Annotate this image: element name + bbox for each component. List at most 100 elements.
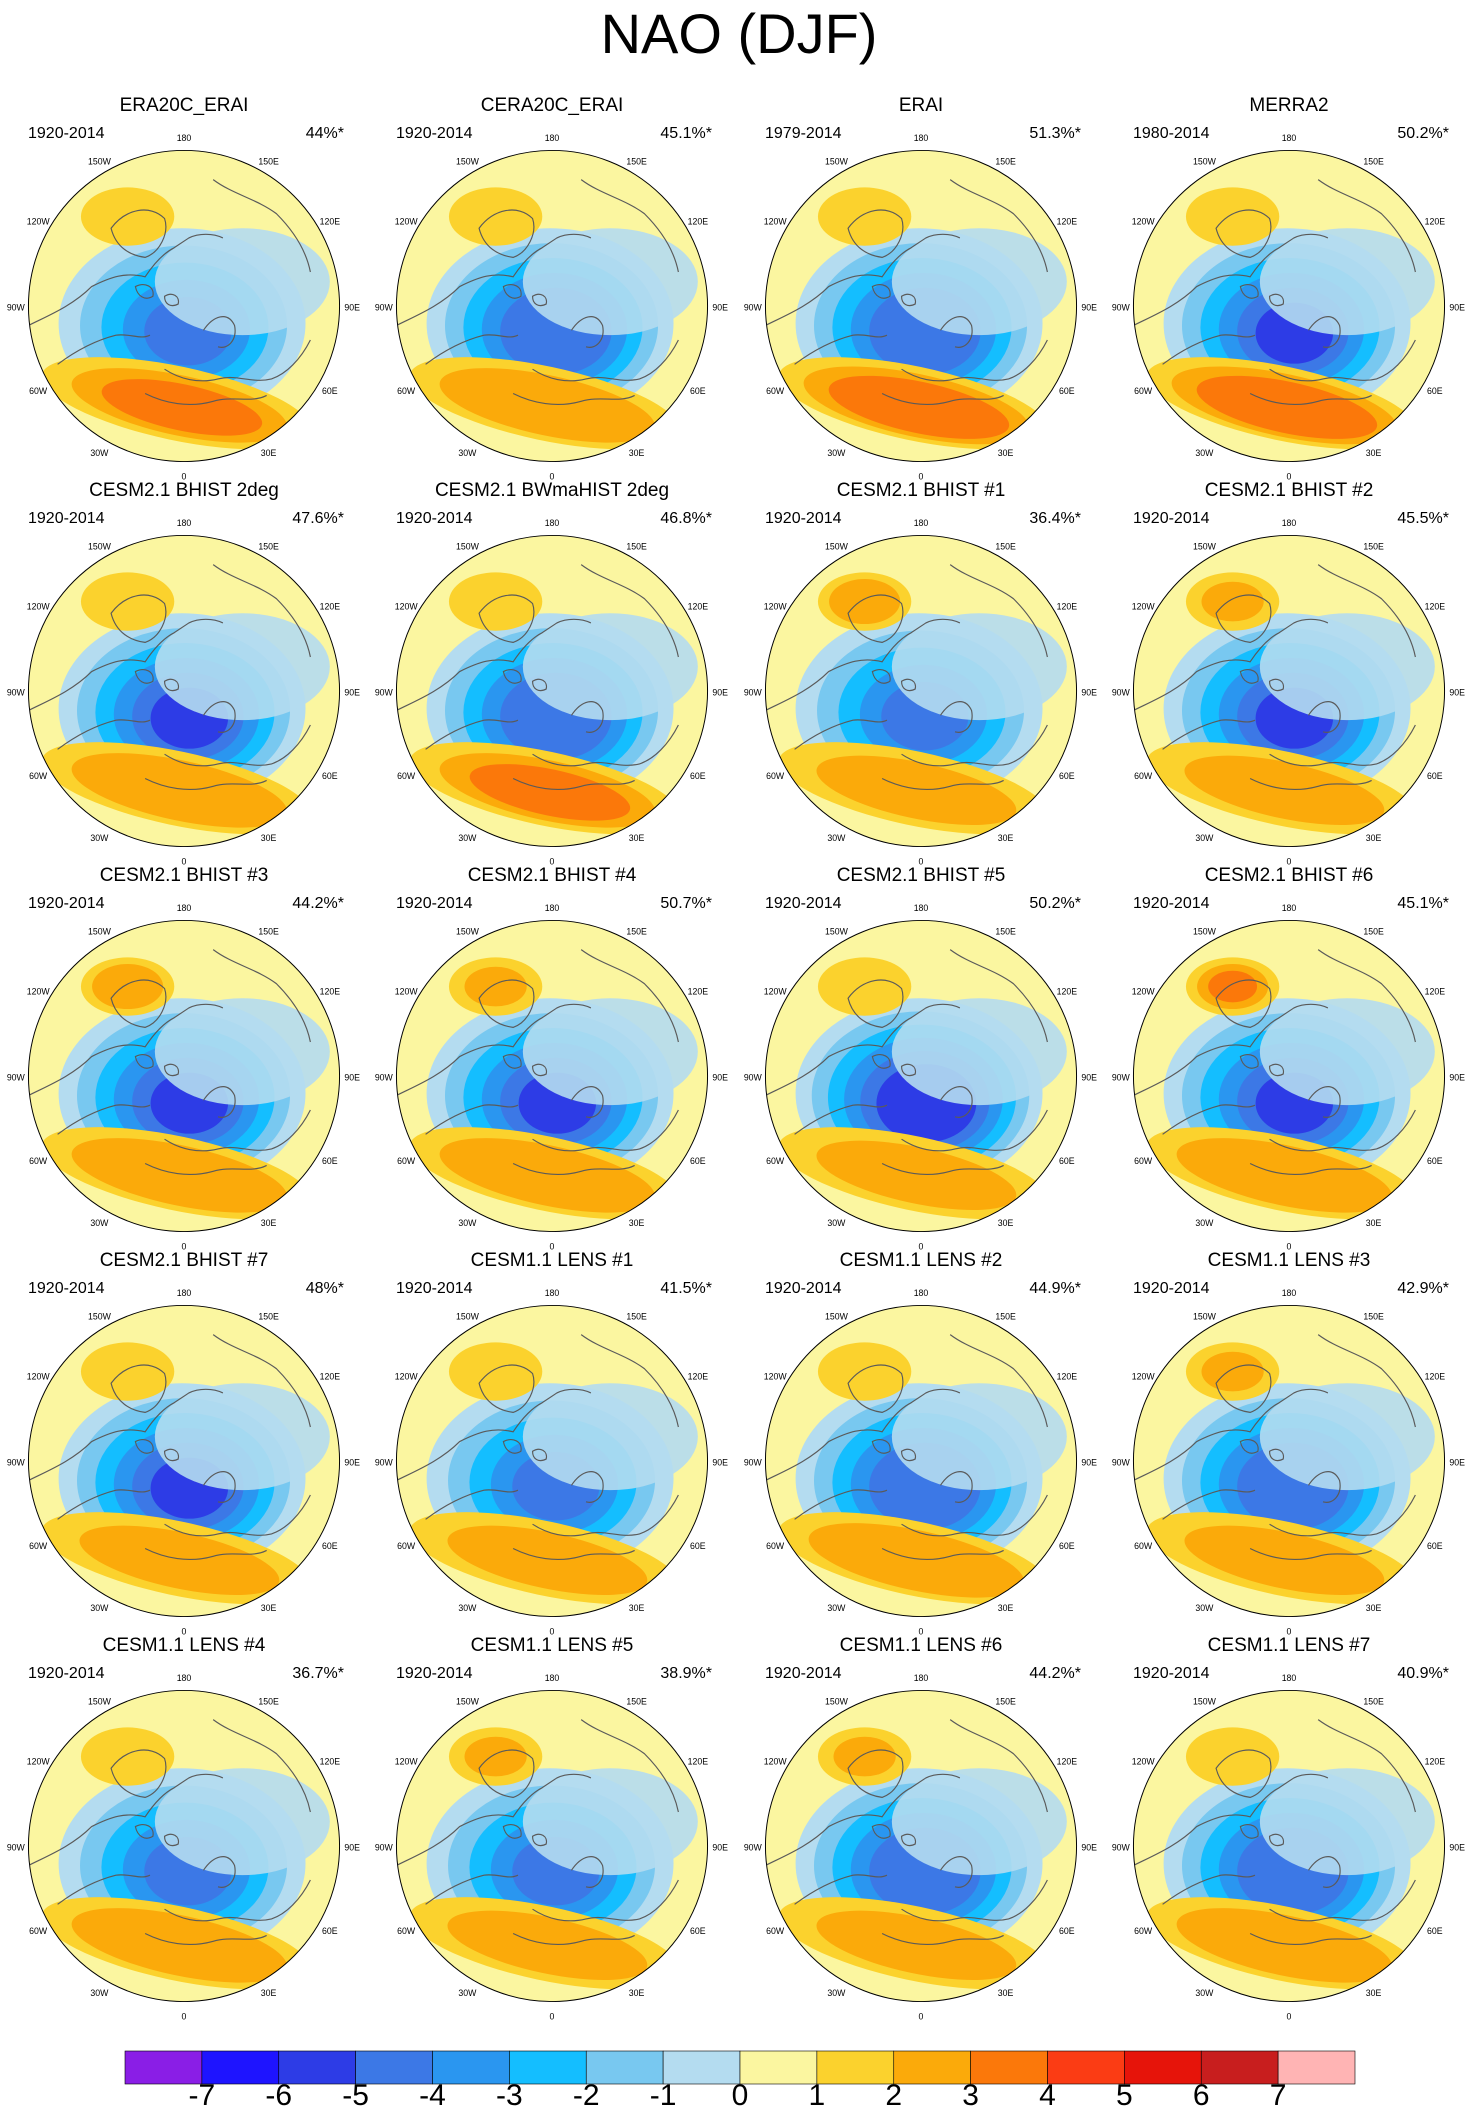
polar-map: 180 150E 120E 90E 60E 30E 0 30W 60W 90W 120W 150W xyxy=(7,1288,360,1636)
longitude-label: 90W xyxy=(744,1842,763,1852)
coastline xyxy=(144,1932,267,1946)
longitude-label: 0 xyxy=(919,1241,924,1251)
longitude-label: 30W xyxy=(90,1603,109,1613)
coastline xyxy=(1317,564,1416,658)
panel-period: 1920-2014 xyxy=(765,895,842,912)
pacific-contour xyxy=(464,1736,527,1777)
longitude-label: 30W xyxy=(827,1988,846,1998)
longitude-label: 60E xyxy=(690,771,706,781)
coastline xyxy=(794,719,888,750)
coastline xyxy=(1268,678,1285,692)
panel-variance-percent: 36.7%* xyxy=(292,1665,344,1682)
longitude-label: 60E xyxy=(1059,1541,1075,1551)
coastline xyxy=(881,777,1004,791)
coastline xyxy=(900,1833,917,1847)
coastline xyxy=(1215,209,1272,258)
pacific-contour xyxy=(817,1342,912,1401)
panel-title: CESM1.1 LENS #4 xyxy=(102,1635,266,1656)
polar-map: 180 150E 120E 90E 60E 30E 0 30W 60W 90W 120W 150W xyxy=(375,903,728,1251)
longitude-label: 180 xyxy=(545,518,560,528)
coastline xyxy=(110,1364,167,1413)
coastline xyxy=(512,777,635,791)
longitude-label: 30W xyxy=(458,1603,477,1613)
polar-map: 180 150E 120E 90E 60E 30E 0 30W 60W 90W 120W 150W xyxy=(375,518,728,866)
map-boundary xyxy=(395,534,709,848)
longitude-label: 150E xyxy=(626,156,647,166)
longitude-label: 120E xyxy=(320,987,341,997)
colorbar-label: -4 xyxy=(419,2079,446,2107)
coastline xyxy=(531,678,548,692)
coastline xyxy=(396,1003,592,1096)
map-boundary xyxy=(395,149,709,463)
longitude-label: 120E xyxy=(320,602,341,612)
pacific-contour xyxy=(80,1342,175,1401)
coastline xyxy=(1317,179,1416,273)
coastline xyxy=(949,564,1048,658)
longitude-label: 90E xyxy=(1449,1457,1465,1467)
longitude-label: 90E xyxy=(712,1457,728,1467)
coastline xyxy=(765,618,961,711)
longitude-label: 120W xyxy=(27,1757,51,1767)
longitude-label: 60E xyxy=(1059,386,1075,396)
pacific-contour xyxy=(448,1342,543,1401)
eurasia-contour xyxy=(522,613,698,721)
coastline xyxy=(57,719,151,750)
coastline xyxy=(1133,1388,1329,1481)
longitude-label: 30W xyxy=(90,448,109,458)
colorbar-label: -7 xyxy=(189,2079,216,2107)
longitude-label: 90W xyxy=(375,687,394,697)
coastline xyxy=(502,1054,522,1069)
eurasia-contour xyxy=(522,228,698,336)
longitude-label: 30E xyxy=(1366,1218,1382,1228)
coastline xyxy=(425,1489,519,1520)
panel-variance-percent: 42.9%* xyxy=(1397,1280,1449,1297)
longitude-label: 150W xyxy=(825,1696,849,1706)
longitude-label: 30E xyxy=(1366,1988,1382,1998)
panel-period: 1920-2014 xyxy=(1133,895,1210,912)
longitude-label: 90E xyxy=(1081,302,1097,312)
coastline xyxy=(134,1439,154,1454)
high-contour xyxy=(816,1910,1017,1981)
coastline xyxy=(396,618,592,711)
pacific-contour xyxy=(1201,581,1264,622)
panel-title: CESM1.1 LENS #5 xyxy=(470,1635,634,1656)
longitude-label: 120E xyxy=(1425,217,1446,227)
longitude-label: 30E xyxy=(1366,1603,1382,1613)
longitude-label: 150E xyxy=(995,541,1016,551)
polar-map: 180 150E 120E 90E 60E 30E 0 30W 60W 90W 120W 150W xyxy=(7,133,360,481)
high-contour xyxy=(79,1525,280,1596)
high-contour xyxy=(816,755,1017,826)
coastline xyxy=(939,1086,973,1118)
longitude-label: 150W xyxy=(456,156,480,166)
coastline xyxy=(794,1489,888,1520)
panel-title: CESM1.1 LENS #6 xyxy=(839,1635,1003,1656)
coastline xyxy=(1317,949,1416,1043)
high-contour xyxy=(469,764,631,821)
pacific-contour xyxy=(833,1736,896,1777)
longitude-label: 120E xyxy=(688,987,709,997)
map-panel: CERA20C_ERAI 1920-2014 45.1%* 180 150E 120E 90… xyxy=(368,95,736,481)
longitude-label: 120E xyxy=(688,1372,709,1382)
coastline xyxy=(163,678,180,692)
longitude-label: 90W xyxy=(7,302,26,312)
coastline xyxy=(57,1104,151,1135)
longitude-label: 90E xyxy=(712,302,728,312)
longitude-label: 150W xyxy=(456,541,480,551)
longitude-label: 150E xyxy=(258,926,279,936)
coastline xyxy=(531,1063,548,1077)
longitude-label: 150E xyxy=(626,1696,647,1706)
polar-map: 180 150E 120E 90E 60E 30E 0 30W 60W 90W 120W 150W xyxy=(7,903,360,1251)
coastline xyxy=(949,949,1048,1043)
coastline xyxy=(580,179,679,273)
polar-map: 180 150E 120E 90E 60E 30E 0 30W 60W 90W 120W 150W xyxy=(1112,518,1465,866)
longitude-label: 60E xyxy=(690,1541,706,1551)
map-panel: CESM2.1 BHIST #2 1920-2014 45.5%* 180 150E 12… xyxy=(1105,480,1473,866)
pacific-contour xyxy=(80,187,175,246)
coastline xyxy=(478,1749,535,1798)
coastline xyxy=(512,1162,635,1176)
polar-map: 180 150E 120E 90E 60E 30E 0 30W 60W 90W 120W 150W xyxy=(375,1673,728,2021)
longitude-label: 120W xyxy=(395,987,419,997)
coastline xyxy=(1249,1932,1372,1946)
coastline xyxy=(532,724,679,767)
longitude-label: 30W xyxy=(1195,1218,1214,1228)
